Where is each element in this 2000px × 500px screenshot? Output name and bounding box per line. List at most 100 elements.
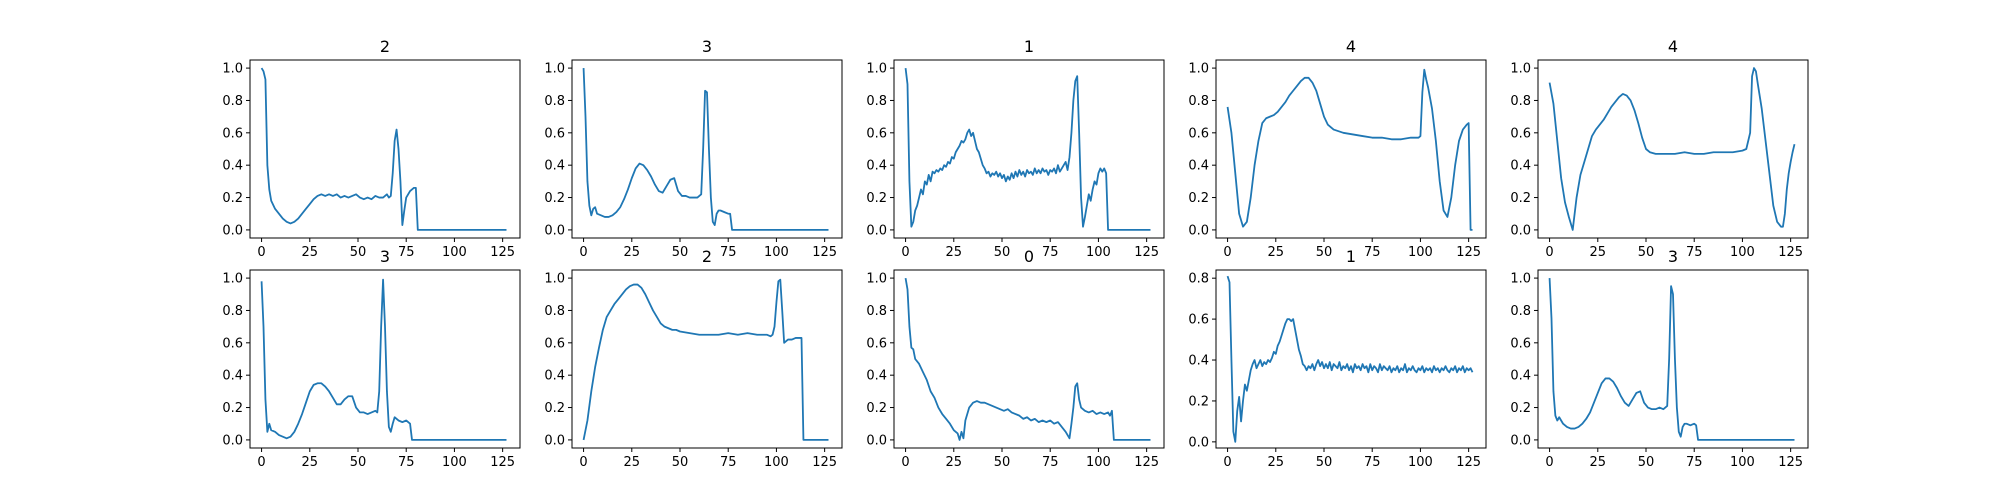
y-tick-label: 0.0 — [544, 433, 565, 448]
subplot-title: 3 — [380, 247, 390, 266]
x-tick-label: 125 — [1778, 455, 1803, 470]
x-tick-label: 25 — [1268, 455, 1285, 470]
y-tick-label: 0.6 — [1510, 336, 1531, 351]
y-tick-label: 0.8 — [1188, 272, 1209, 287]
x-tick-label: 100 — [1408, 455, 1433, 470]
x-tick-label: 50 — [1316, 455, 1333, 470]
series-line — [1226, 275, 1474, 443]
y-tick-label: 0.8 — [544, 304, 565, 319]
axes-frame — [249, 269, 521, 449]
y-tick-label: 0.8 — [222, 304, 243, 319]
x-tick-label: 50 — [672, 455, 689, 470]
y-tick-label: 0.8 — [1510, 94, 1531, 109]
y-tick-label: 0.6 — [544, 336, 565, 351]
axes-frame — [1215, 59, 1487, 239]
y-tick-label: 0.0 — [222, 433, 243, 448]
y-tick-label: 1.0 — [866, 62, 887, 77]
y-tick-label: 0.0 — [1188, 223, 1209, 238]
y-tick-label: 1.0 — [222, 272, 243, 287]
x-tick-label: 75 — [1364, 245, 1381, 260]
x-tick-label: 50 — [350, 245, 367, 260]
subplot-title: 3 — [702, 37, 712, 56]
y-tick-label: 0.4 — [866, 159, 887, 174]
y-tick-label: 1.0 — [1188, 62, 1209, 77]
x-tick-label: 75 — [1042, 455, 1059, 470]
y-tick-label: 1.0 — [1510, 62, 1531, 77]
y-tick-label: 0.6 — [222, 336, 243, 351]
y-tick-label: 0.0 — [1188, 435, 1209, 450]
x-tick-label: 75 — [720, 455, 737, 470]
x-tick-label: 50 — [994, 245, 1011, 260]
x-tick-label: 50 — [994, 455, 1011, 470]
x-tick-label: 125 — [1778, 245, 1803, 260]
subplot-10: 3 0 25 50 75 100 125 0.0 0.2 0.4 0.6 0.8 1.0 — [1510, 247, 1809, 470]
y-tick-label: 0.6 — [222, 126, 243, 141]
x-tick-label: 125 — [1134, 455, 1159, 470]
subplot-9: 1 0 25 50 75 100 125 0.0 0.2 0.4 0.6 0.8 — [1188, 247, 1487, 470]
y-tick-label: 0.4 — [1188, 159, 1209, 174]
x-tick-label: 25 — [1268, 245, 1285, 260]
x-tick-label: 75 — [720, 245, 737, 260]
axes-frame — [571, 59, 843, 239]
x-tick-label: 25 — [302, 245, 319, 260]
series-line — [1226, 68, 1473, 231]
series-line — [260, 67, 507, 231]
y-tick-label: 0.2 — [222, 401, 243, 416]
x-tick-label: 0 — [901, 245, 909, 260]
y-tick-label: 0.6 — [1510, 126, 1531, 141]
subplot-5: 4 0 25 50 75 100 125 0.0 0.2 0.4 0.6 0.8 1.0 — [1510, 37, 1809, 260]
y-tick-label: 0.6 — [866, 126, 887, 141]
x-tick-label: 25 — [946, 245, 963, 260]
subplot-7: 2 0 25 50 75 100 125 0.0 0.2 0.4 0.6 0.8 1.0 — [544, 247, 843, 470]
x-tick-label: 25 — [1590, 455, 1607, 470]
y-tick-label: 1.0 — [544, 62, 565, 77]
y-tick-label: 0.2 — [1510, 401, 1531, 416]
y-tick-label: 0.4 — [222, 369, 243, 384]
subplot-title: 1 — [1024, 37, 1034, 56]
y-tick-label: 0.4 — [866, 369, 887, 384]
y-tick-label: 0.6 — [1188, 126, 1209, 141]
x-tick-label: 0 — [257, 455, 265, 470]
subplot-title: 0 — [1024, 247, 1034, 266]
y-tick-label: 0.4 — [1188, 354, 1209, 369]
axes-frame — [1537, 269, 1809, 449]
x-tick-label: 0 — [1223, 455, 1231, 470]
x-tick-label: 75 — [1364, 455, 1381, 470]
y-tick-label: 0.0 — [544, 223, 565, 238]
subplot-6: 3 0 25 50 75 100 125 0.0 0.2 0.4 0.6 0.8 1.0 — [222, 247, 521, 470]
series-line — [582, 68, 829, 231]
x-tick-label: 25 — [1590, 245, 1607, 260]
x-tick-label: 125 — [490, 245, 515, 260]
subplot-title: 2 — [380, 37, 390, 56]
x-tick-label: 75 — [1042, 245, 1059, 260]
y-tick-label: 0.8 — [1188, 94, 1209, 109]
y-tick-label: 0.4 — [222, 159, 243, 174]
series-line — [260, 278, 507, 441]
x-tick-label: 125 — [812, 455, 837, 470]
subplot-title: 4 — [1346, 37, 1356, 56]
subplot-title: 3 — [1668, 247, 1678, 266]
x-tick-label: 100 — [1730, 455, 1755, 470]
y-tick-label: 1.0 — [544, 272, 565, 287]
x-tick-label: 100 — [1086, 245, 1111, 260]
y-tick-label: 0.0 — [866, 223, 887, 238]
axes-frame — [1215, 269, 1487, 449]
x-tick-label: 0 — [579, 245, 587, 260]
x-tick-label: 125 — [812, 245, 837, 260]
x-tick-label: 125 — [1456, 245, 1481, 260]
y-tick-label: 0.8 — [866, 304, 887, 319]
x-tick-label: 50 — [1316, 245, 1333, 260]
y-tick-label: 0.8 — [222, 94, 243, 109]
x-tick-label: 100 — [442, 455, 467, 470]
y-tick-label: 0.0 — [222, 223, 243, 238]
y-tick-label: 0.2 — [544, 401, 565, 416]
y-tick-label: 0.8 — [866, 94, 887, 109]
y-tick-label: 0.2 — [1188, 394, 1209, 409]
axes-frame — [1537, 59, 1809, 239]
subplot-3: 1 0 25 50 75 100 125 0.0 0.2 0.4 0.6 0.8 1.0 — [866, 37, 1165, 260]
subplot-8: 0 0 25 50 75 100 125 0.0 0.2 0.4 0.6 0.8 1.0 — [866, 247, 1165, 470]
y-tick-label: 1.0 — [866, 272, 887, 287]
x-tick-label: 25 — [946, 455, 963, 470]
x-tick-label: 50 — [672, 245, 689, 260]
